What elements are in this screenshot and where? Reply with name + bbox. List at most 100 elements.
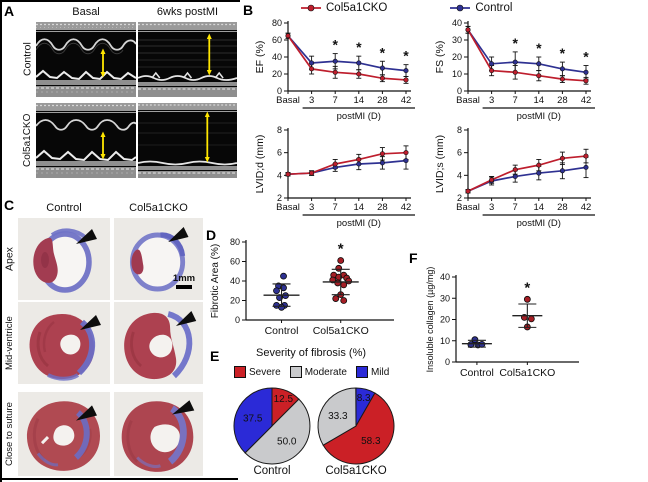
echo-image-control-postmi	[138, 22, 237, 97]
panel-c-row-apex: Apex	[3, 247, 16, 271]
svg-text:7: 7	[333, 202, 338, 213]
svg-text:FS (%): FS (%)	[434, 41, 446, 74]
svg-text:14: 14	[534, 202, 545, 213]
panel-a-header-basal: Basal	[72, 6, 100, 18]
svg-text:*: *	[403, 48, 409, 64]
svg-text:*: *	[536, 40, 542, 56]
svg-text:8: 8	[277, 125, 282, 135]
svg-text:postMI (D): postMI (D)	[337, 218, 381, 229]
arrowhead	[80, 315, 101, 330]
svg-text:postMI (D): postMI (D)	[517, 111, 561, 122]
svg-text:7: 7	[513, 95, 518, 106]
series-marker-icon	[301, 4, 321, 12]
scale-bar-label: 1mm	[172, 273, 196, 284]
svg-text:58.3: 58.3	[361, 436, 381, 447]
panel-a-row-cko: Col5a1CKO	[22, 113, 33, 168]
svg-text:*: *	[583, 49, 589, 65]
figure-border-bottom	[0, 478, 238, 480]
echo-image-cko-postmi	[138, 103, 237, 178]
svg-text:20: 20	[452, 52, 462, 62]
scale-bar: 1mm	[172, 274, 196, 289]
svg-text:30: 30	[452, 35, 462, 45]
svg-text:Control: Control	[253, 465, 290, 477]
svg-text:*: *	[524, 279, 530, 296]
svg-text:10: 10	[440, 336, 450, 346]
pie-legend-swatch	[289, 366, 302, 378]
histology-suture-cko	[114, 392, 203, 476]
svg-text:40: 40	[230, 276, 240, 286]
svg-text:Insoluble collagen (µg/mg): Insoluble collagen (µg/mg)	[425, 267, 435, 373]
lvids-chart: 2 4 6 8 Basal 3 7 14 28 42 postMI (D) LVID;s (mm)	[434, 125, 595, 229]
svg-text:0: 0	[457, 86, 462, 96]
svg-text:3: 3	[309, 202, 314, 213]
svg-text:60: 60	[230, 257, 240, 267]
lvid-arrow	[100, 48, 106, 78]
panel-c-row-suture: Close to suture	[4, 402, 15, 466]
svg-text:*: *	[560, 45, 566, 61]
pie-title: Severity of fibrosis (%)	[255, 347, 367, 359]
svg-text:LVID;d (mm): LVID;d (mm)	[254, 135, 266, 194]
svg-text:30: 30	[440, 293, 450, 303]
lvid-arrow	[100, 131, 106, 160]
panel-c-row-mid: Mid-ventricle	[4, 316, 15, 370]
svg-text:postMI (D): postMI (D)	[337, 111, 381, 122]
svg-text:28: 28	[557, 202, 568, 213]
svg-text:28: 28	[557, 95, 568, 106]
svg-text:40: 40	[440, 272, 450, 282]
svg-text:Control: Control	[265, 325, 299, 337]
svg-text:postMI (D): postMI (D)	[517, 218, 561, 229]
histology-mid-control	[18, 302, 110, 384]
svg-text:14: 14	[354, 202, 365, 213]
svg-text:4: 4	[277, 170, 282, 180]
svg-text:20: 20	[440, 315, 450, 325]
svg-text:*: *	[512, 35, 518, 51]
svg-text:Fibrotic Area (%): Fibrotic Area (%)	[210, 244, 221, 318]
svg-text:33.3: 33.3	[328, 411, 348, 422]
svg-text:3: 3	[489, 202, 494, 213]
svg-text:42: 42	[581, 95, 592, 106]
svg-text:8.3: 8.3	[357, 393, 371, 404]
svg-text:28: 28	[377, 95, 388, 106]
echo-image-control-basal	[36, 22, 136, 97]
svg-text:42: 42	[581, 202, 592, 213]
svg-text:0: 0	[235, 315, 240, 325]
svg-text:2: 2	[457, 193, 462, 203]
svg-text:Basal: Basal	[276, 95, 300, 106]
svg-text:0: 0	[445, 357, 450, 367]
panel-a-header-postmi: 6wks postMI	[156, 6, 219, 18]
arrowhead	[76, 405, 97, 421]
svg-text:8: 8	[457, 125, 462, 135]
svg-text:Basal: Basal	[456, 95, 480, 106]
pie-legend-swatch	[234, 366, 246, 378]
svg-text:4: 4	[457, 170, 462, 180]
svg-text:10: 10	[452, 69, 462, 79]
svg-text:80: 80	[230, 237, 240, 247]
svg-text:Control: Control	[460, 367, 494, 379]
svg-text:20: 20	[272, 69, 282, 79]
svg-text:*: *	[380, 44, 386, 60]
panel-c-header-cko: Col5a1CKO	[129, 202, 188, 214]
arrowhead	[168, 227, 189, 242]
svg-text:Col5a1CKO: Col5a1CKO	[325, 465, 386, 477]
pie-legend-item: Moderate	[289, 366, 347, 378]
svg-text:12.5: 12.5	[274, 394, 294, 405]
pie-legend-label: Moderate	[304, 366, 347, 378]
arrowhead	[175, 311, 197, 326]
svg-text:42: 42	[401, 202, 412, 213]
panel-a-row-control: Control	[21, 42, 34, 77]
svg-text:3: 3	[489, 95, 494, 106]
svg-text:0: 0	[277, 86, 282, 96]
fibrotic-area-chart: 0 20 40 60 80 Control Col5a1CKO * Fibrotic Area …	[210, 237, 394, 337]
svg-text:42: 42	[401, 95, 412, 106]
figure-border-left	[0, 0, 2, 482]
svg-text:Basal: Basal	[456, 202, 480, 213]
svg-text:6: 6	[277, 148, 282, 158]
svg-text:2: 2	[277, 193, 282, 203]
severity-pies: 12.5 50.0 37.5 Control 8.3 58.3 33.3 Col5a1CKO	[233, 387, 395, 477]
pie-legend-label: Severe	[249, 366, 281, 378]
arrowhead	[172, 400, 195, 415]
series-marker-icon	[450, 4, 471, 12]
svg-text:7: 7	[333, 95, 338, 106]
svg-text:3: 3	[309, 95, 314, 106]
